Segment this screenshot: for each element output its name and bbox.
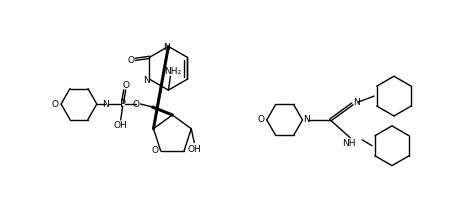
Text: N: N [102, 99, 109, 109]
Text: NH: NH [342, 139, 355, 148]
Text: OH: OH [113, 121, 127, 130]
Text: O: O [122, 81, 129, 90]
Text: NH₂: NH₂ [163, 67, 180, 76]
Text: N: N [162, 43, 169, 52]
Text: N: N [143, 76, 150, 85]
Text: OH: OH [187, 145, 201, 154]
Text: O: O [127, 56, 134, 65]
Text: O: O [132, 99, 139, 109]
Text: N: N [302, 115, 309, 124]
Text: O: O [257, 115, 264, 124]
Text: O: O [151, 147, 158, 155]
Text: O: O [51, 99, 58, 109]
Text: P: P [119, 99, 125, 109]
Text: N: N [352, 97, 359, 107]
